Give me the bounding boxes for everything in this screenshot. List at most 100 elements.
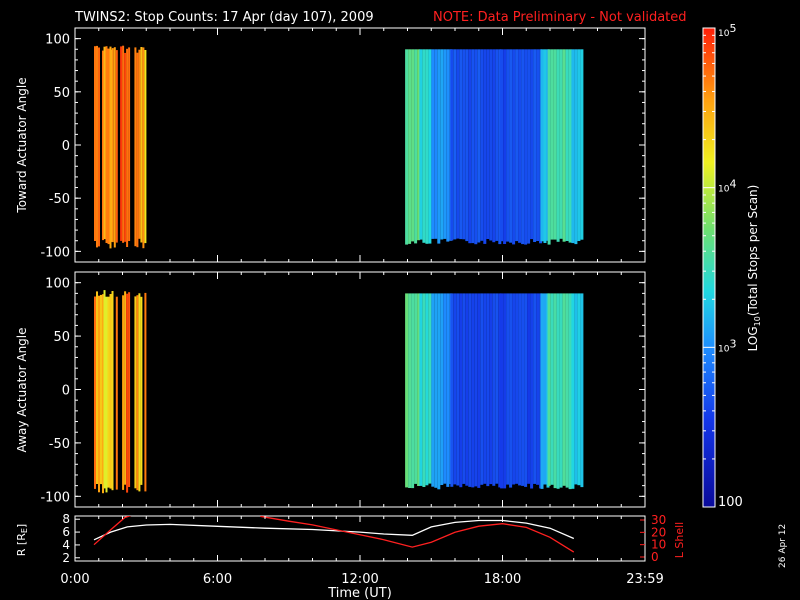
toward-angle-panel: 100 50 0 -50 -100 Toward Actuator Angle [15, 27, 646, 263]
away-block [115, 296, 118, 490]
heat-strip [471, 293, 475, 488]
heat-strip [105, 296, 108, 493]
toward-block [134, 47, 147, 249]
l-shell-line [93, 516, 132, 546]
heat-strip [574, 49, 578, 245]
heat-strip [411, 49, 415, 242]
heat-strip [443, 293, 447, 484]
orbit-x-ticks: 0:00 6:00 12:00 18:00 23:59 [60, 516, 664, 587]
heat-strip [450, 49, 454, 241]
orbit-y2-tick-label: 20 [651, 525, 666, 539]
heat-strip [515, 293, 519, 484]
heat-strip [115, 296, 118, 490]
heat-strip [431, 293, 435, 487]
heat-strip [521, 293, 525, 486]
orbit-y-tick-label: 8 [62, 512, 70, 526]
heat-strip [524, 293, 528, 487]
heat-strip [580, 49, 584, 240]
toward-block [450, 49, 502, 245]
colorbar-ticks: 105 104 103 100 [703, 22, 743, 510]
heat-strip [142, 47, 145, 249]
away-block [419, 293, 432, 487]
heat-strip [98, 295, 100, 493]
away-block [450, 293, 502, 488]
y-tick-label: 50 [53, 86, 70, 101]
heat-strip [462, 49, 466, 240]
heat-strip [109, 46, 112, 249]
orbit-y-tick-label: 6 [62, 525, 70, 539]
heat-strip [124, 52, 127, 242]
heat-strip [422, 293, 426, 487]
heat-strip [453, 49, 457, 240]
heat-strip [144, 50, 147, 244]
heat-strip [506, 49, 510, 242]
toward-block [94, 45, 104, 248]
heat-strip [144, 292, 147, 492]
away-block [431, 293, 453, 490]
heat-strip [128, 292, 131, 487]
heat-strip [498, 49, 502, 245]
heat-strip [577, 293, 581, 486]
heat-strip [446, 49, 450, 242]
orbit-y-tick-label: 2 [62, 551, 70, 565]
heat-strip [533, 49, 537, 242]
heat-strip [140, 47, 143, 243]
heat-strip [96, 45, 98, 248]
orbit-left-axis-label: R [RE] [15, 524, 29, 556]
heat-strip [414, 49, 418, 244]
time-tick-label: 0:00 [60, 572, 89, 587]
heat-strip [411, 293, 415, 489]
y-tick-label: -50 [49, 437, 70, 452]
away-block [122, 291, 131, 493]
toward-block [431, 49, 453, 244]
heat-strip [414, 293, 418, 484]
heat-strip [113, 47, 116, 248]
time-tick-label: 18:00 [484, 572, 521, 587]
preliminary-note: NOTE: Data Preliminary - Not validated [433, 10, 687, 25]
heat-strip [477, 49, 481, 243]
y-tick-label: 100 [45, 277, 70, 292]
heat-strip [459, 49, 463, 240]
heat-strip [122, 295, 125, 490]
orbit-y-tick-label: 4 [62, 538, 70, 552]
toward-y-ticks: 100 50 0 -50 -100 [40, 33, 645, 260]
toward-y-axis-label: Toward Actuator Angle [15, 77, 29, 213]
heat-strip [120, 46, 123, 241]
heat-strip [417, 49, 421, 241]
heat-strip [405, 293, 409, 488]
heat-strip [431, 49, 435, 239]
away-angle-panel: 100 50 0 -50 -100 Away Actuator Angle [15, 271, 646, 508]
heat-strip [486, 49, 490, 239]
heat-strip [136, 52, 139, 248]
heat-strip [417, 293, 421, 486]
heat-strip [550, 49, 554, 240]
heat-strip [126, 293, 129, 493]
heat-strip [138, 49, 141, 239]
heat-strip [453, 293, 457, 485]
radius-line [93, 519, 575, 541]
orbit-panel-frame [74, 515, 646, 562]
heat-strip [428, 293, 432, 484]
heat-strip [556, 49, 560, 242]
heat-strip [571, 293, 575, 489]
colorbar-tick-label: 103 [718, 337, 736, 354]
date-stamp: 26 Apr 12 [778, 524, 788, 568]
colorbar-gradient [703, 28, 715, 507]
heat-strip [550, 293, 554, 485]
away-y-axis-label: Away Actuator Angle [15, 327, 29, 452]
colorbar-tick-label: 104 [718, 178, 736, 195]
heat-strip [115, 50, 118, 243]
heat-strip [107, 296, 110, 488]
heat-strip [543, 293, 547, 485]
away-y-ticks: 100 50 0 -50 -100 [40, 277, 645, 505]
heat-strip [462, 293, 466, 484]
heat-strip [492, 293, 496, 486]
heat-strip [477, 293, 481, 488]
figure-title: TWINS2: Stop Counts: 17 Apr (day 107), 2… [74, 10, 374, 25]
y-tick-label: -50 [49, 192, 70, 207]
heat-strip [111, 48, 114, 243]
heat-strip [450, 293, 454, 487]
heat-strip [471, 49, 475, 244]
heat-strip [405, 49, 409, 245]
